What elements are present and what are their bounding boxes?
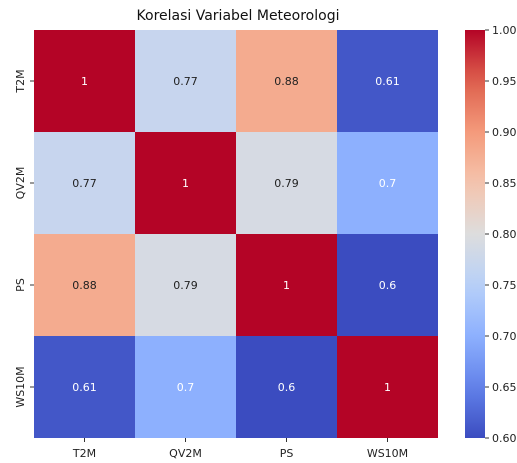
heatmap-cell (135, 132, 236, 234)
heatmap-cell (337, 234, 438, 336)
x-tick-label: PS (280, 447, 294, 460)
x-axis: T2M QV2M PS WS10M (72, 438, 408, 460)
y-tick-label: WS10M (14, 366, 27, 407)
chart-title: Korelasi Variabel Meteorologi (137, 8, 340, 24)
x-tick-label: T2M (72, 447, 96, 460)
y-tick-label: PS (14, 278, 27, 292)
cell-value-label: 0.79 (274, 177, 299, 190)
heatmap-cell (135, 30, 236, 132)
heatmap-cell (337, 132, 438, 234)
colorbar-tick-label: 0.80 (492, 228, 517, 241)
cell-value-label: 0.79 (173, 279, 198, 292)
heatmap-cell (34, 336, 135, 438)
cell-value-label: 0.7 (177, 381, 195, 394)
cell-value-label: 0.88 (274, 75, 299, 88)
cell-value-label: 0.77 (72, 177, 97, 190)
colorbar-tick-label: 0.60 (492, 432, 517, 445)
cell-value-label: 1 (384, 381, 391, 394)
heatmap-cell (236, 30, 337, 132)
x-tick-label: QV2M (169, 447, 202, 460)
colorbar (465, 30, 485, 438)
cell-value-label: 1 (182, 177, 189, 190)
heatmap-cell (337, 30, 438, 132)
heatmap-cell (34, 132, 135, 234)
cell-value-label: 1 (81, 75, 88, 88)
y-axis: T2M QV2M PS WS10M (14, 69, 34, 408)
cell-value-label: 0.61 (72, 381, 97, 394)
colorbar-ticks: 0.60 0.65 0.70 0.75 0.80 0.85 0.90 0.95 1.00 (485, 24, 517, 445)
heatmap-cell (135, 336, 236, 438)
cell-value-label: 0.6 (379, 279, 397, 292)
y-tick-label: T2M (14, 69, 27, 93)
colorbar-tick-label: 0.90 (492, 126, 517, 139)
heatmap-cell (236, 132, 337, 234)
colorbar-tick-label: 0.70 (492, 330, 517, 343)
cell-value-label: 0.7 (379, 177, 397, 190)
cell-value-label: 1 (283, 279, 290, 292)
colorbar-tick-label: 0.75 (492, 279, 517, 292)
colorbar-tick-label: 0.95 (492, 75, 517, 88)
colorbar-tick-label: 0.65 (492, 381, 517, 394)
heatmap-cell (236, 336, 337, 438)
colorbar-tick-label: 0.85 (492, 177, 517, 190)
heatmap-cells: 1 0.77 0.88 0.610.77 1 0.79 0.70.88 0.79 1 0.60.6… (34, 30, 438, 438)
heatmap-cell (337, 336, 438, 438)
heatmap-cell (34, 234, 135, 336)
heatmap-cell (236, 234, 337, 336)
heatmap-cell (34, 30, 135, 132)
cell-value-label: 0.88 (72, 279, 97, 292)
cell-value-label: 0.6 (278, 381, 296, 394)
heatmap-cell (135, 234, 236, 336)
y-tick-label: QV2M (14, 167, 27, 200)
cell-value-label: 0.77 (173, 75, 198, 88)
x-tick-label: WS10M (367, 447, 408, 460)
cell-value-label: 0.61 (375, 75, 400, 88)
colorbar-tick-label: 1.00 (492, 24, 517, 37)
